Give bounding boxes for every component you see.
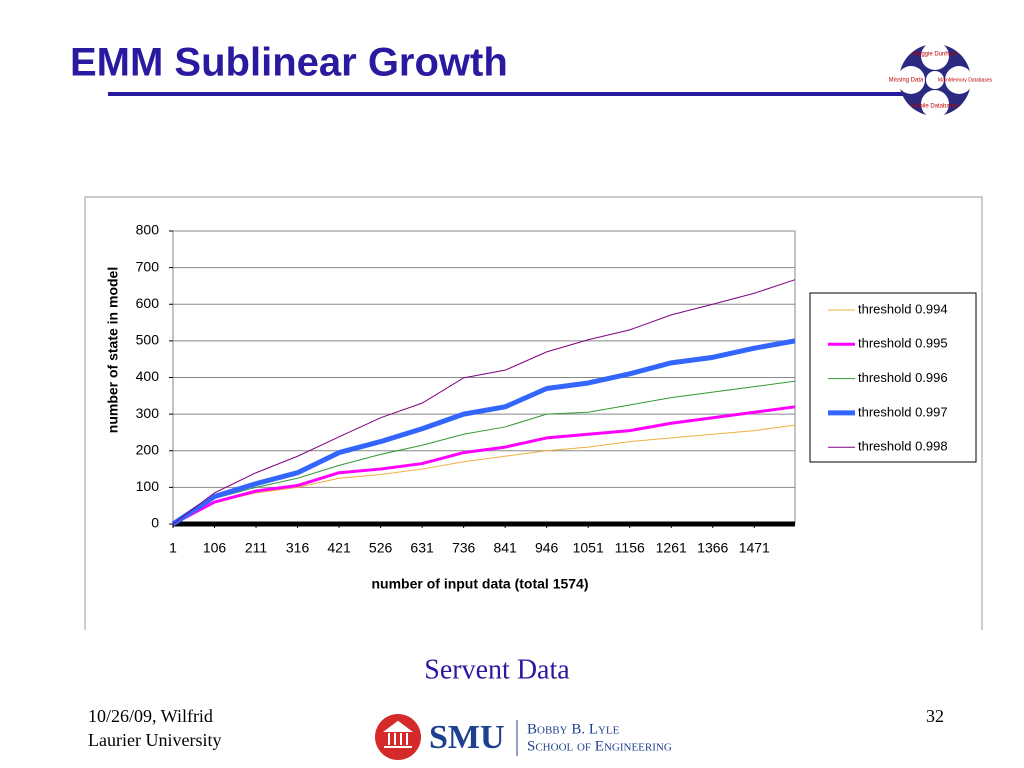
series-line <box>172 279 796 525</box>
logo-node <box>945 66 973 94</box>
logo-text: Missing Data <box>889 78 924 84</box>
series-line <box>172 405 796 526</box>
legend-label: threshold 0.994 <box>858 301 948 316</box>
x-tick-label: 1156 <box>615 540 645 556</box>
logo-line: Bobby B. Lyle <box>527 721 620 737</box>
y-axis-label: number of state in model <box>105 267 121 433</box>
x-tick-label: 841 <box>493 540 517 556</box>
y-tick-label: 700 <box>136 258 160 274</box>
bottom-logo: SMU Bobby B. Lyle School of Engineering <box>375 714 672 760</box>
logo-node <box>921 90 949 118</box>
x-tick-label: 316 <box>286 540 310 556</box>
series-line <box>172 424 796 525</box>
y-tick-label: 300 <box>136 405 160 421</box>
y-tick-label: 0 <box>151 515 159 531</box>
logo-node <box>897 66 925 94</box>
logo-center <box>926 71 944 89</box>
x-tick-label: 1471 <box>739 540 770 556</box>
slide-title: EMM Sublinear Growth <box>70 41 508 85</box>
y-tick-label: 400 <box>136 368 160 384</box>
top-logo: Maggie Dunham Missing Data MainMemory Da… <box>889 42 993 118</box>
legend-label: threshold 0.997 <box>858 404 948 419</box>
series-line <box>171 338 796 527</box>
legend-label: threshold 0.995 <box>858 336 948 351</box>
y-tick-label: 100 <box>136 478 160 494</box>
legend-box <box>809 292 977 463</box>
logo-text: MainMemory Databases <box>938 77 993 83</box>
logo-node <box>921 42 949 70</box>
x-tick-label: 946 <box>535 540 559 556</box>
logo-line: School of Engineering <box>527 738 672 754</box>
x-tick-label: 526 <box>369 540 393 556</box>
x-tick-label: 631 <box>410 540 434 556</box>
logo-text: Mobile Databases <box>911 104 959 110</box>
logo-building <box>383 720 413 748</box>
logo-text: Maggie Dunham <box>913 52 957 58</box>
footer-date: Laurier University <box>88 730 221 750</box>
x-tick-label: 211 <box>245 540 268 556</box>
logo-seal <box>375 714 421 760</box>
x-tick-label: 1 <box>169 540 177 556</box>
caption: Servent Data <box>424 654 570 685</box>
x-tick-label: 1051 <box>573 540 604 556</box>
y-tick-label: 800 <box>136 222 160 238</box>
series-line <box>172 380 796 525</box>
x-tick-label: 421 <box>327 540 351 556</box>
footer-date: 10/26/09, Wilfrid <box>88 706 213 726</box>
legend-label: threshold 0.998 <box>858 439 948 454</box>
y-tick-label: 200 <box>136 441 160 457</box>
x-tick-label: 736 <box>452 540 476 556</box>
legend-label: threshold 0.996 <box>858 370 948 385</box>
chart: 0 100 200 300 400 500 600 700 800 1 106 211 316 421 52… <box>105 222 977 592</box>
x-tick-label: 106 <box>203 540 227 556</box>
y-tick-label: 500 <box>136 332 160 348</box>
x-tick-label: 1366 <box>697 540 728 556</box>
logo-name: SMU <box>429 719 505 756</box>
x-axis-label: number of input data (total 1574) <box>371 576 588 592</box>
page-number: 32 <box>926 706 944 726</box>
x-tick-label: 1261 <box>656 540 687 556</box>
y-tick-label: 600 <box>136 295 160 311</box>
